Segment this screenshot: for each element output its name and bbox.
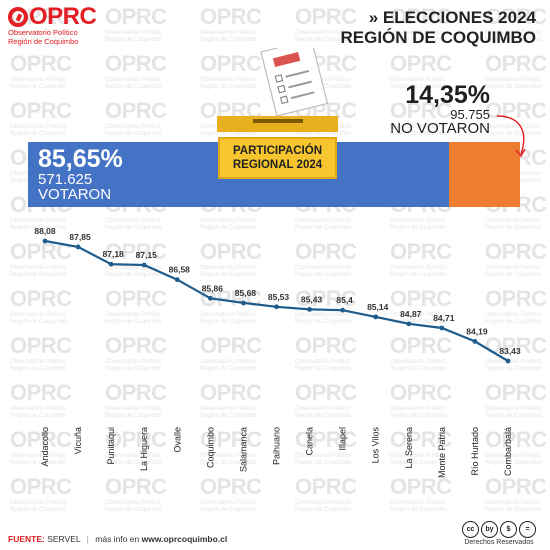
x-tick-label: Salamanca (238, 427, 248, 472)
data-label: 84,71 (433, 313, 455, 323)
data-point (340, 307, 346, 313)
data-label: 83,43 (499, 346, 521, 356)
x-tick-label: La Serena (404, 427, 414, 469)
website-link[interactable]: www.oprcoquimbo.cl (141, 534, 228, 544)
x-tick-label: Illapel (338, 427, 348, 451)
x-tick-label: La Higuera (139, 427, 149, 471)
x-tick-label: Paihuano (272, 427, 282, 465)
voted-count: 571.625 (38, 171, 93, 188)
data-point (75, 244, 81, 250)
license-icon: = (519, 521, 536, 538)
footer-separator: | (86, 534, 89, 544)
x-tick-label: Canela (305, 427, 315, 456)
ballot-box-icon (217, 48, 338, 132)
data-label: 85,68 (235, 288, 257, 298)
data-label: 88,08 (34, 226, 56, 236)
voted-label: VOTARON (38, 186, 112, 203)
license-icon: $ (500, 521, 517, 538)
data-label: 87,18 (103, 249, 125, 259)
ballot-label-line-2: REGIONAL 2024 (232, 159, 323, 171)
x-tick-label: Monte Patria (437, 427, 447, 478)
turnout-bar-not-voted (449, 142, 520, 207)
data-label: 86,58 (169, 265, 191, 275)
data-point (439, 325, 445, 331)
x-tick-label: Los Vilos (371, 427, 381, 464)
data-point (472, 338, 478, 344)
data-point (373, 314, 379, 320)
license-icon: by (481, 521, 498, 538)
more-info-text: más info en (95, 534, 140, 544)
data-label: 85,53 (268, 292, 290, 302)
license-block: cc by $ = Derechos Reservados (458, 521, 540, 546)
data-point (241, 300, 246, 306)
data-point (274, 304, 279, 310)
voted-summary: 85,65% 571.625 VOTARON (38, 146, 123, 202)
logo-pin-icon (8, 7, 28, 27)
data-label: 84,19 (466, 326, 488, 336)
x-tick-label: Coquimbo (205, 427, 215, 468)
participation-line-chart: 88,08 Andacollo 87,85 Vicuña 87,18 Punitaqui 8… (34, 226, 521, 478)
license-text: Derechos Reservados (464, 539, 534, 546)
x-tick-label: Río Hurtado (470, 427, 480, 476)
data-label: 85,14 (367, 302, 389, 312)
data-point (406, 321, 412, 327)
data-point (108, 261, 114, 267)
not-voted-summary: 14,35% 95.755 NO VOTARON (390, 82, 490, 137)
oprc-logo: OPRC Observatorio Político Región de Coq… (8, 3, 97, 46)
data-point (174, 277, 180, 283)
x-tick-label: Combarbalá (503, 427, 513, 476)
data-point (42, 238, 48, 244)
title-line-1: » ELECCIONES 2024 (368, 8, 536, 27)
data-point (307, 306, 312, 312)
curved-arrow-icon (496, 115, 526, 158)
footer-source: FUENTE: SERVEL | más info en www.oprcoqu… (8, 534, 227, 544)
source-value: SERVEL (47, 534, 81, 544)
ballot-label-line-1: PARTICIPACIÓN (232, 145, 323, 157)
logo-name: OPRC (29, 3, 97, 30)
data-label: 85,86 (202, 283, 224, 293)
not-voted-count: 95.755 (450, 107, 490, 122)
data-label: 85,4 (336, 295, 353, 305)
x-tick-label: Ovalle (172, 427, 182, 453)
data-point (505, 358, 511, 364)
not-voted-label: NO VOTARON (390, 120, 490, 137)
x-tick-label: Andacollo (40, 427, 50, 467)
data-point (141, 262, 147, 268)
not-voted-percentage: 14,35% (405, 81, 490, 109)
data-label: 87,85 (69, 232, 91, 242)
footer: FUENTE: SERVEL | más info en www.oprcoqu… (0, 520, 550, 550)
data-label: 87,15 (136, 250, 158, 260)
x-tick-label: Vicuña (73, 427, 83, 454)
data-label: 84,87 (400, 309, 422, 319)
source-label: FUENTE: (8, 534, 45, 544)
license-icon: cc (462, 521, 479, 538)
data-label: 85,43 (301, 294, 323, 304)
data-point (207, 295, 213, 301)
x-tick-label: Punitaqui (106, 427, 116, 465)
logo-subtitle-2: Región de Coquimbo (8, 37, 79, 46)
voted-percentage: 85,65% (38, 145, 123, 173)
page-title: » ELECCIONES 2024 REGIÓN DE COQUIMBO (340, 8, 536, 48)
ballot-box-label: PARTICIPACIÓN REGIONAL 2024 (218, 137, 337, 179)
license-icons: cc by $ = (458, 521, 540, 538)
logo-subtitle-1: Observatorio Político (8, 28, 78, 37)
title-line-2: REGIÓN DE COQUIMBO (340, 28, 536, 47)
